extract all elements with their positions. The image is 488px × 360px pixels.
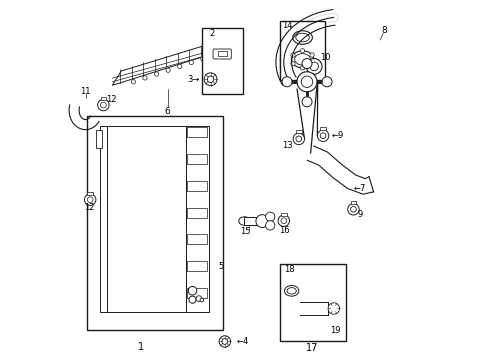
Text: ←4: ←4 [236,337,248,346]
Circle shape [84,194,96,205]
Text: 13: 13 [282,141,292,150]
Text: 2: 2 [209,29,215,38]
Circle shape [265,221,274,230]
Text: 16: 16 [279,226,289,235]
Bar [187,181,206,191]
Bar [96,130,102,148]
Bar [187,154,206,164]
Text: 6: 6 [164,107,170,116]
Bar [187,288,206,298]
Bar [187,127,206,137]
Text: 19: 19 [330,325,340,334]
Circle shape [188,296,196,303]
Circle shape [207,76,213,82]
Ellipse shape [291,51,313,68]
Bar [201,28,242,94]
Circle shape [200,57,204,61]
Text: 5: 5 [218,262,224,271]
Circle shape [87,197,93,203]
Text: 11: 11 [80,87,91,96]
Circle shape [203,73,217,86]
Circle shape [309,62,318,71]
Circle shape [189,60,193,64]
Bar [187,261,206,271]
Text: 12: 12 [105,95,116,104]
Circle shape [305,59,322,74]
Circle shape [309,62,314,66]
Bar [280,264,346,341]
Circle shape [302,59,311,68]
Bar [217,51,226,57]
Text: 15: 15 [240,227,250,236]
Text: 17: 17 [305,343,318,353]
Bar [295,130,301,133]
Circle shape [131,80,135,84]
Ellipse shape [292,31,312,44]
Circle shape [154,72,159,76]
Bar [350,201,356,203]
Text: ←9: ←9 [331,131,343,140]
Ellipse shape [286,288,296,294]
Text: 9: 9 [357,210,362,219]
Circle shape [292,133,304,145]
Circle shape [165,68,170,72]
Circle shape [327,303,339,314]
Bar [320,127,325,130]
Circle shape [322,77,331,87]
Circle shape [177,64,182,68]
Circle shape [290,62,294,66]
Bar [244,217,260,225]
Bar [87,192,93,195]
Text: 8: 8 [381,26,386,35]
Bar [280,21,324,80]
Ellipse shape [295,33,309,42]
Circle shape [222,339,227,344]
Circle shape [296,72,316,92]
Circle shape [219,336,230,347]
Circle shape [301,76,312,87]
Text: 3→: 3→ [187,75,200,84]
Circle shape [347,203,358,215]
Circle shape [98,99,109,111]
Text: ←7: ←7 [353,184,365,193]
Circle shape [317,130,328,141]
Bar [185,126,208,312]
Circle shape [295,136,301,142]
Circle shape [278,215,289,226]
Circle shape [300,49,304,53]
Circle shape [282,77,291,87]
Ellipse shape [284,285,298,296]
Text: 14: 14 [282,21,292,30]
Circle shape [101,102,106,108]
Circle shape [200,298,203,302]
Text: 12: 12 [83,203,94,212]
Circle shape [188,287,196,295]
Bar [281,213,286,216]
Text: 1: 1 [138,342,143,352]
Circle shape [255,215,268,228]
Ellipse shape [294,54,310,65]
Text: 10: 10 [320,53,330,62]
Ellipse shape [238,217,250,225]
Bar [187,234,206,244]
Text: 18: 18 [283,265,294,274]
Circle shape [309,53,314,57]
Bar [107,126,185,312]
Polygon shape [112,44,214,85]
Circle shape [142,76,147,80]
FancyBboxPatch shape [213,49,231,59]
Circle shape [196,296,202,301]
Circle shape [302,97,311,107]
Bar [87,116,223,330]
Circle shape [320,133,325,139]
Circle shape [265,212,274,221]
Circle shape [350,206,356,212]
Bar [100,126,107,312]
Bar [187,207,206,217]
Circle shape [300,66,304,70]
Bar [101,97,106,100]
Circle shape [290,53,294,57]
Circle shape [281,218,286,224]
